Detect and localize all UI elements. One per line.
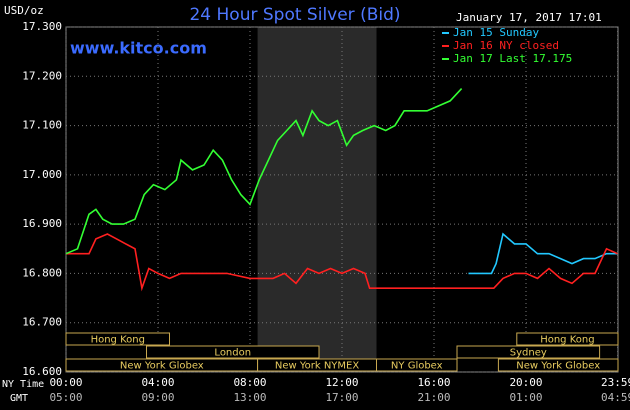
y-tick-label: 16.900 bbox=[22, 217, 62, 230]
legend-label: Jan 16 NY closed bbox=[453, 39, 559, 52]
y-tick-label: 17.200 bbox=[22, 69, 62, 82]
x-axis-label: NY Time bbox=[2, 379, 44, 390]
x-tick-label: 00:00 bbox=[49, 376, 82, 389]
x-tick-label: 08:00 bbox=[233, 376, 266, 389]
x2-tick-label: 09:00 bbox=[141, 391, 174, 404]
timestamp: January 17, 2017 17:01 bbox=[456, 11, 602, 24]
y-tick-label: 16.800 bbox=[22, 266, 62, 279]
session-box bbox=[456, 345, 601, 359]
series-line bbox=[65, 88, 463, 255]
session-label: New York NYMEX bbox=[275, 361, 360, 372]
session-label: NY Globex bbox=[391, 361, 443, 372]
session-box bbox=[376, 358, 458, 372]
session-label: Hong Kong bbox=[91, 335, 145, 346]
y-axis-label: USD/oz bbox=[4, 4, 44, 17]
y-tick-label: 17.300 bbox=[22, 20, 62, 33]
y-tick-label: 17.100 bbox=[22, 119, 62, 132]
legend-label: Jan 17 Last 17.175 bbox=[453, 52, 572, 65]
x-tick-label: 20:00 bbox=[509, 376, 542, 389]
session-label: New York Globex bbox=[516, 361, 600, 372]
chart-title: 24 Hour Spot Silver (Bid) bbox=[189, 5, 400, 25]
y-tick-label: 16.600 bbox=[22, 365, 62, 378]
series-line bbox=[468, 232, 618, 275]
y-tick-label: 17.000 bbox=[22, 168, 62, 181]
session-label: New York Globex bbox=[120, 361, 204, 372]
session-label: London bbox=[214, 348, 251, 359]
x-tick-label: 23:59 bbox=[601, 376, 630, 389]
session-label: Sydney bbox=[510, 348, 547, 359]
session-box bbox=[65, 332, 170, 346]
x2-tick-label: 01:00 bbox=[509, 391, 542, 404]
session-box bbox=[497, 358, 619, 372]
series-line bbox=[66, 233, 618, 292]
session-box bbox=[146, 345, 320, 359]
x-tick-label: 04:00 bbox=[141, 376, 174, 389]
x2-tick-label: 04:59 bbox=[601, 391, 630, 404]
x2-tick-label: 13:00 bbox=[233, 391, 266, 404]
x2-tick-label: 21:00 bbox=[417, 391, 450, 404]
highlight-band bbox=[257, 27, 377, 372]
x-tick-label: 16:00 bbox=[417, 376, 450, 389]
x-tick-label: 12:00 bbox=[325, 376, 358, 389]
x2-tick-label: 05:00 bbox=[49, 391, 82, 404]
y-tick-label: 16.700 bbox=[22, 316, 62, 329]
session-label: Hong Kong bbox=[540, 335, 594, 346]
watermark: www.kitco.com bbox=[70, 39, 207, 58]
x2-tick-label: 17:00 bbox=[325, 391, 358, 404]
legend-label: Jan 15 Sunday bbox=[453, 26, 539, 39]
session-box bbox=[516, 332, 619, 346]
x2-axis-label: GMT bbox=[10, 393, 28, 404]
